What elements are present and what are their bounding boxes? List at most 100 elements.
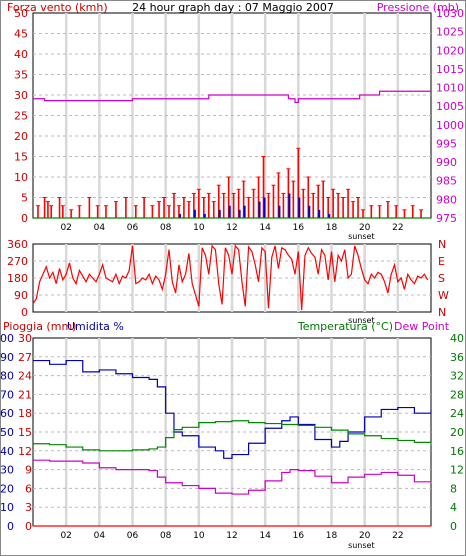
humidity-ytick-label: 20: [0, 482, 14, 495]
rain-ytick-label: 24: [18, 370, 32, 383]
temp-xtick-label: 02: [60, 531, 71, 541]
pressure-line: [33, 90, 431, 104]
temperature-ytick-label: 4: [450, 501, 457, 514]
temperature-ytick-label: 32: [450, 370, 464, 383]
pressure-ytick-label: 1000: [436, 119, 464, 132]
temp-humidity-panel: Pioggia (mm) Umidita % Temperatura (°C) …: [0, 320, 464, 550]
humidity-ytick-label: 60: [0, 407, 14, 420]
temp-xtick-label: 20: [359, 531, 371, 541]
temperature-ytick-label: 16: [450, 445, 464, 458]
temp-xtick-label: 06: [127, 531, 139, 541]
pressure-ytick-label: 1015: [436, 63, 464, 76]
rain-ytick-label: 6: [25, 482, 32, 495]
temp-xtick-label: 16: [293, 531, 305, 541]
humidity-ytick-label: 40: [0, 445, 14, 458]
temperature-line: [33, 420, 432, 452]
temperature-ytick-label: 24: [450, 407, 464, 420]
temperature-ytick-label: 0: [450, 520, 457, 533]
wind-ytick-label: 25: [14, 110, 28, 123]
temperature-ytick-label: 8: [450, 482, 457, 495]
rain-ytick-label: 9: [25, 464, 32, 477]
wind-xtick-label: 08: [160, 223, 172, 233]
rain-ytick-label: 3: [25, 501, 32, 514]
rain-ytick-label: 30: [18, 332, 32, 345]
temperature-ytick-label: 20: [450, 426, 464, 439]
temperature-axis-title: Temperatura (°C): [297, 320, 393, 333]
rain-ytick-label: 15: [18, 426, 32, 439]
sunset-label: sunset: [348, 541, 375, 550]
wind-axis-title: Forza vento (kmh): [7, 1, 108, 14]
humidity-ytick-label: 30: [0, 464, 14, 477]
pressure-ytick-label: 985: [436, 175, 457, 188]
humidity-ytick-label: 80: [0, 370, 14, 383]
rain-ytick-label: 27: [18, 351, 32, 364]
wind-ytick-label: 45: [14, 28, 28, 41]
compass-ytick-label: W: [438, 289, 449, 302]
temp-xtick-label: 12: [226, 531, 237, 541]
wind-xtick-label: 18: [326, 223, 338, 233]
humidity-ytick-label: 50: [0, 426, 14, 439]
wind-ytick-label: 15: [14, 151, 28, 164]
rain-ytick-label: 12: [18, 445, 32, 458]
dir-ytick-label: 180: [7, 272, 28, 285]
humidity-ytick-label: 100: [0, 332, 14, 345]
wind-ytick-label: 5: [21, 192, 28, 205]
wind-ytick-label: 40: [14, 48, 28, 61]
humidity-ytick-label: 70: [0, 388, 14, 401]
dir-ytick-label: 0: [21, 306, 28, 319]
humidity-ytick-label: 10: [0, 501, 14, 514]
pressure-ytick-label: 990: [436, 156, 457, 169]
compass-ytick-label: E: [438, 255, 445, 268]
compass-ytick-label: N: [438, 306, 446, 319]
dewpoint-axis-title: Dew Point: [394, 320, 450, 333]
temp-xtick-label: 08: [160, 531, 172, 541]
compass-ytick-label: N: [438, 238, 446, 251]
humidity-line: [33, 359, 432, 459]
temperature-ytick-label: 36: [450, 351, 464, 364]
sunset-label: sunset: [348, 232, 375, 241]
sunset-label: sunset: [348, 316, 375, 325]
temp-xtick-label: 04: [94, 531, 106, 541]
pressure-ytick-label: 995: [436, 137, 457, 150]
rain-ytick-label: 21: [18, 388, 32, 401]
dewpoint-line: [33, 459, 432, 495]
humidity-ytick-label: 0: [7, 520, 14, 533]
temp-xtick-label: 14: [259, 531, 271, 541]
direction-line: [32, 244, 429, 311]
wind-xtick-label: 10: [193, 223, 205, 233]
chart-title: 24 hour graph day : 07 Maggio 2007: [132, 1, 334, 14]
wind-ytick-label: 20: [14, 130, 28, 143]
rain-ytick-label: 0: [25, 520, 32, 533]
pressure-ytick-label: 1020: [436, 44, 464, 57]
wind-xtick-label: 20: [359, 223, 371, 233]
pressure-ytick-label: 980: [436, 193, 457, 206]
wind-xtick-label: 16: [293, 223, 305, 233]
humidity-axis-title: Umidita %: [67, 320, 124, 333]
wind-ytick-label: 35: [14, 69, 28, 82]
wind-xtick-label: 22: [392, 223, 403, 233]
pressure-ytick-label: 1030: [436, 7, 464, 20]
wind-xtick-label: 06: [127, 223, 139, 233]
wind-xtick-label: 12: [226, 223, 237, 233]
pressure-ytick-label: 1010: [436, 82, 464, 95]
compass-ytick-label: S: [438, 272, 445, 285]
pressure-ytick-label: 1005: [436, 100, 464, 113]
wind-ytick-label: 10: [14, 171, 28, 184]
pressure-ytick-label: 1025: [436, 26, 464, 39]
temp-xtick-label: 10: [193, 531, 205, 541]
wind-ytick-label: 0: [21, 212, 28, 225]
temp-xtick-label: 22: [392, 531, 403, 541]
wind-ytick-label: 50: [14, 7, 28, 20]
dir-ytick-label: 90: [14, 289, 28, 302]
wind-pressure-panel: Forza vento (kmh) 24 hour graph day : 07…: [7, 1, 464, 241]
rain-ytick-label: 18: [18, 407, 32, 420]
temperature-ytick-label: 28: [450, 388, 464, 401]
temperature-ytick-label: 12: [450, 464, 464, 477]
temperature-ytick-label: 40: [450, 332, 464, 345]
wind-xtick-label: 02: [60, 223, 71, 233]
pressure-axis-title: Pressione (mb): [377, 1, 459, 14]
wind-xtick-label: 14: [259, 223, 271, 233]
temp-xtick-label: 18: [326, 531, 338, 541]
